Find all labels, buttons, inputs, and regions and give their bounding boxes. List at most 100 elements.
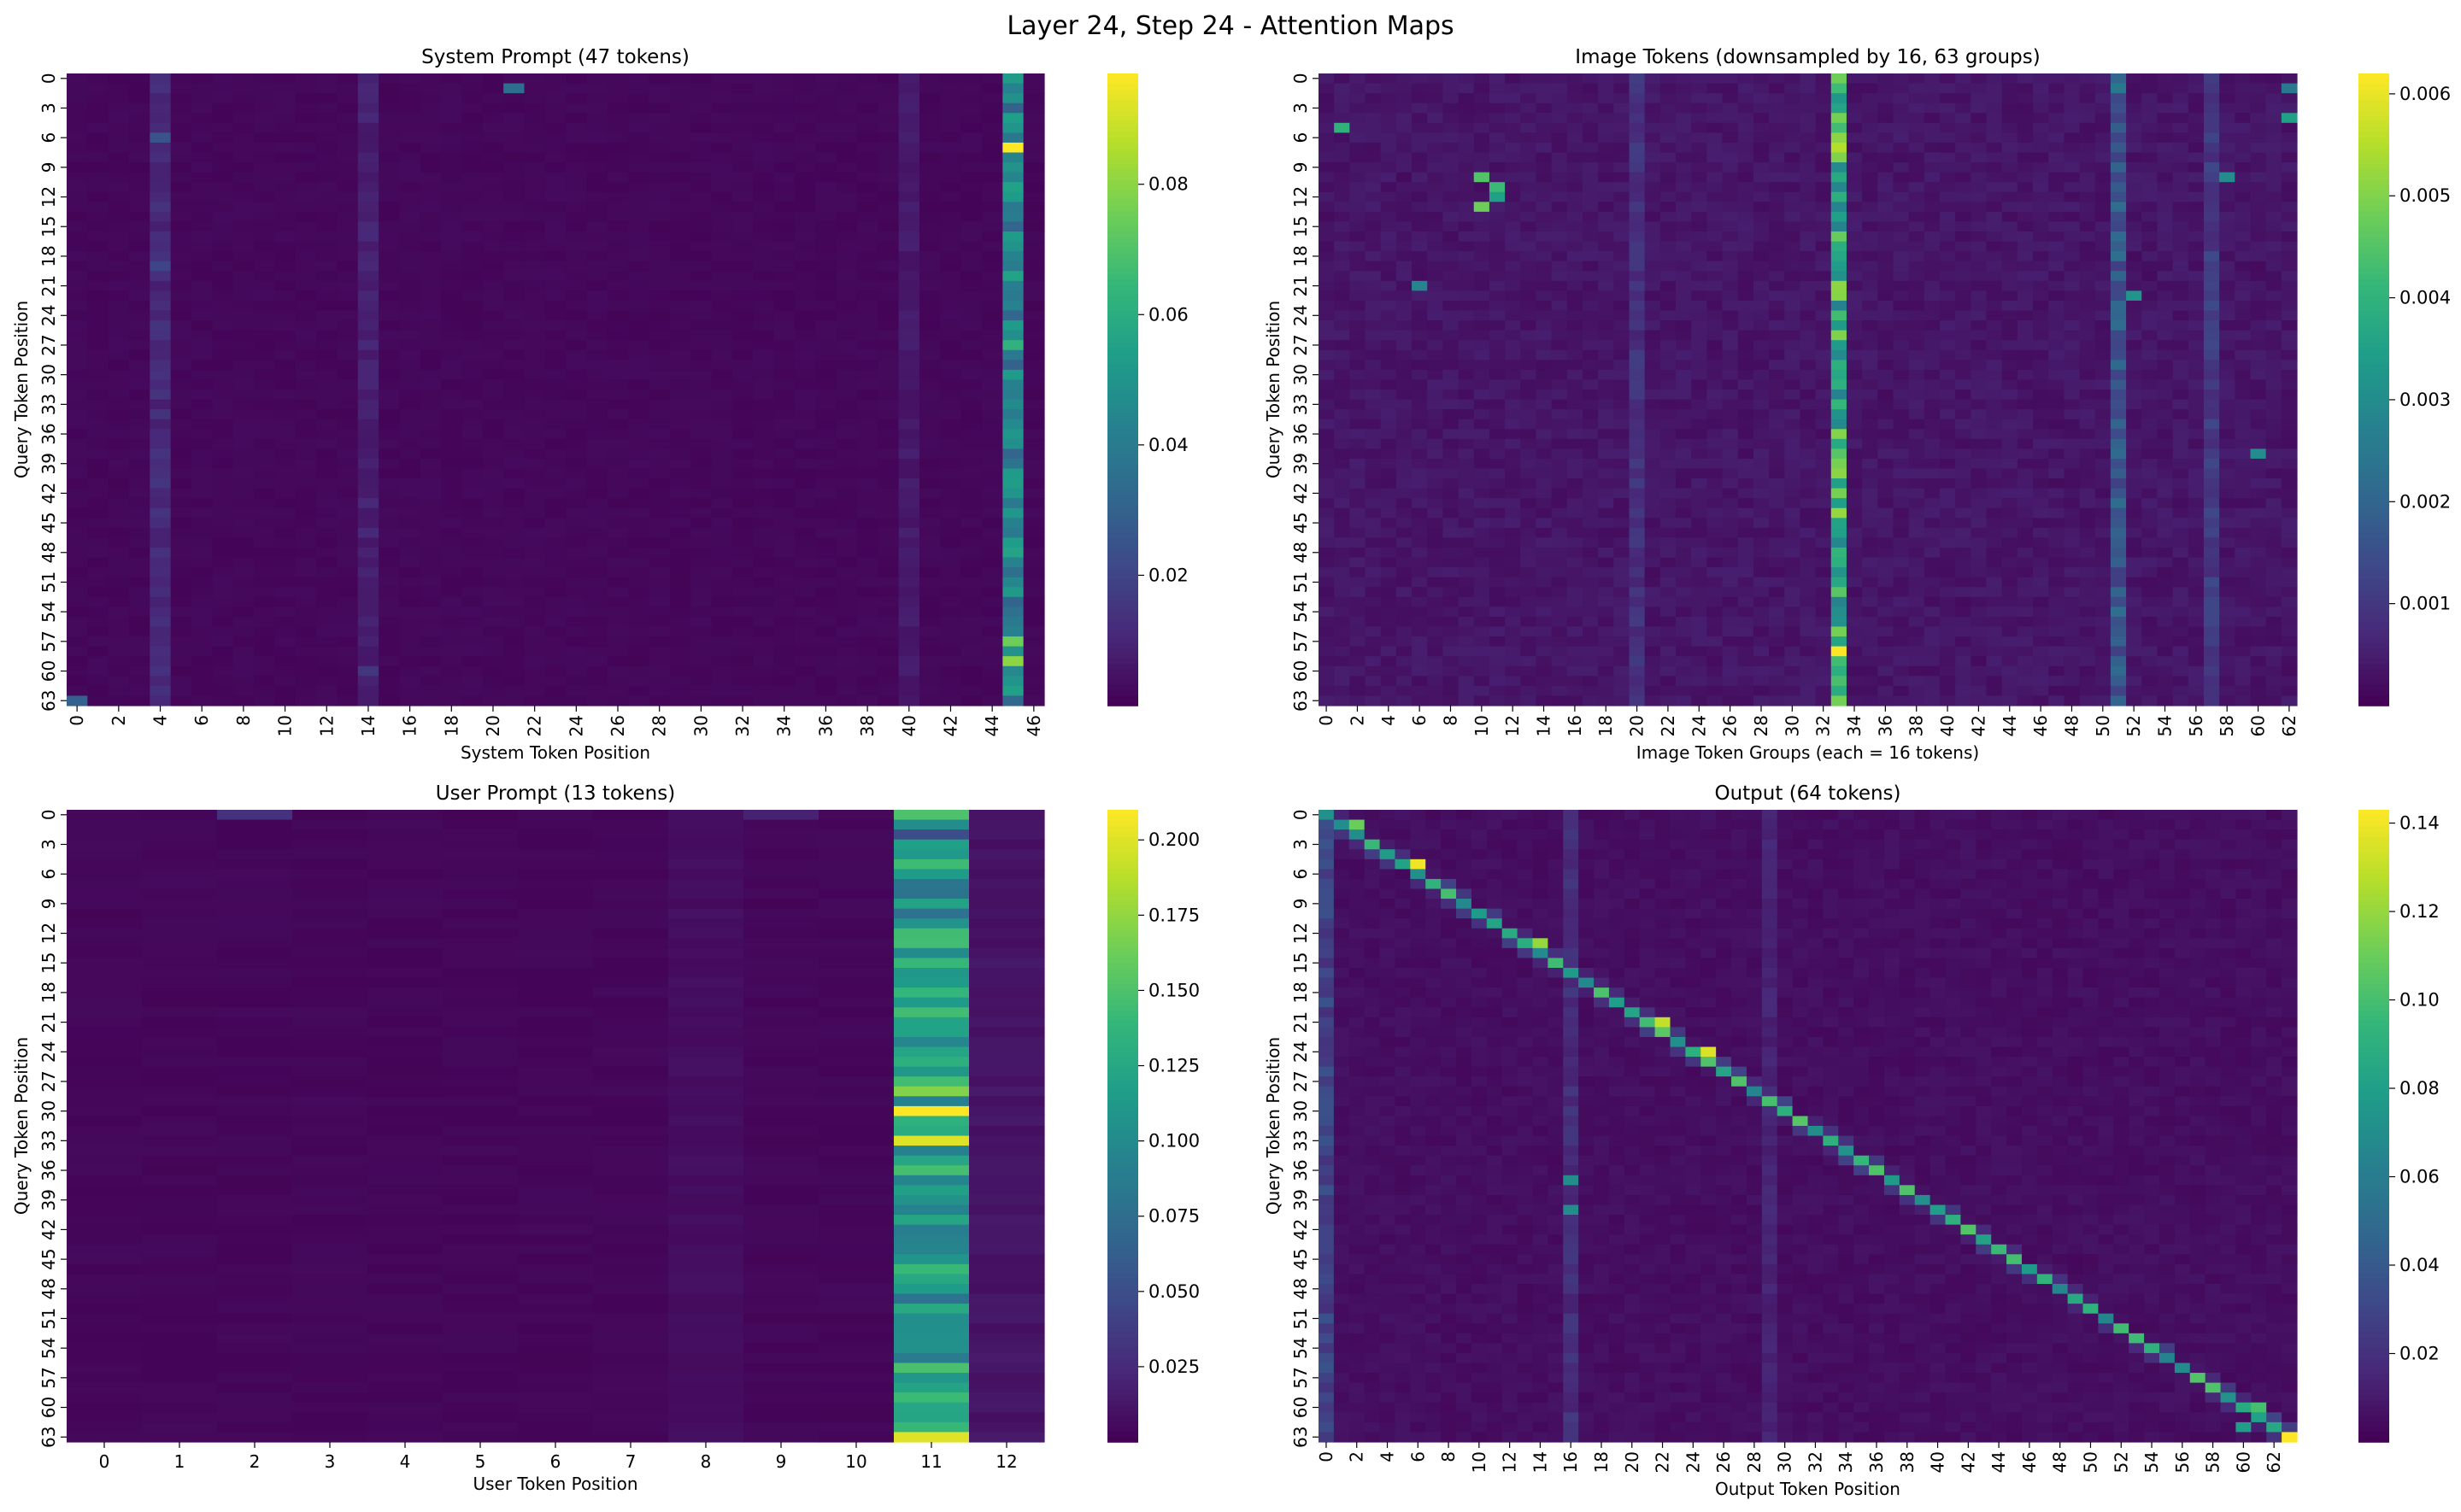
heatmap-cell [586,182,608,193]
heatmap-cell [191,498,213,509]
heatmap-cell [357,73,379,85]
heatmap-cell [212,399,234,410]
heatmap-cell [586,537,608,548]
heatmap-cell [1365,211,1382,223]
heatmap-cell [690,438,713,449]
heatmap-cell [981,310,1003,321]
heatmap-cell [232,429,255,440]
heatmap-cell [274,695,297,706]
heatmap-cell [232,636,255,648]
heatmap-cell [67,182,88,193]
heatmap-cell [815,676,837,687]
heatmap-cell [753,251,775,262]
heatmap-cell [2126,261,2142,272]
heatmap-cell [1520,310,1537,321]
heatmap-cell [669,685,691,697]
heatmap-cell [2048,330,2065,341]
heatmap-cell [919,567,941,578]
heatmap-cell [856,527,878,539]
heatmap-cell [337,478,359,489]
heatmap-cell [503,587,526,598]
heatmap-cell [1877,251,1894,262]
heatmap-cell [1939,83,1956,94]
heatmap-cell [1023,537,1045,548]
heatmap-cell [170,548,192,559]
heatmap-cell [1613,73,1630,85]
heatmap-cell [856,577,878,588]
heatmap-cell [628,458,650,470]
heatmap-cell [254,636,275,648]
heatmap-cell [2172,103,2189,114]
heatmap-cell [1442,142,1460,154]
heatmap-cell [981,83,1003,94]
heatmap-cell [1986,300,2003,312]
heatmap-cell [2250,182,2267,193]
heatmap-cell [2033,152,2049,163]
heatmap-cell [1319,73,1335,85]
heatmap-cell [898,379,920,390]
heatmap-cell [1893,330,1910,341]
heatmap-cell [940,507,962,519]
heatmap-cell [1659,202,1677,213]
heatmap-cell [1659,290,1677,302]
heatmap-cell [87,280,109,291]
heatmap-cell [586,390,608,401]
heatmap-cell [628,320,650,331]
heatmap-cell [87,172,109,183]
heatmap-cell [1002,419,1025,430]
heatmap-cell [1862,251,1878,262]
heatmap-cell [295,191,317,202]
heatmap-cell [544,103,567,114]
heatmap-cell [316,320,338,331]
heatmap-cell [379,665,401,677]
heatmap-cell [191,113,213,124]
heatmap-cell [482,438,504,449]
heatmap-cell [150,103,172,114]
heatmap-cell [1582,290,1599,302]
colorbar-segment [1107,200,1138,206]
heatmap-cell [1349,340,1366,351]
heatmap-cell [232,280,255,291]
heatmap-cell [1551,290,1568,302]
heatmap-cell [2110,83,2127,94]
heatmap-cell [1691,202,1707,213]
heatmap-cell [1551,122,1568,133]
heatmap-cell [2079,113,2096,124]
heatmap-cell [2048,310,2065,321]
heatmap-cell [482,646,504,657]
heatmap-cell [1536,93,1553,104]
heatmap-cell [1002,656,1025,667]
heatmap-cell [1800,162,1817,173]
heatmap-cell [1924,162,1941,173]
heatmap-cell [2235,340,2252,351]
heatmap-cell [67,676,88,687]
heatmap-cell [1784,162,1801,173]
heatmap-cell [2235,231,2252,243]
heatmap-cell [1582,231,1599,243]
heatmap-cell [441,468,463,479]
heatmap-cell [503,172,526,183]
heatmap-cell [1334,241,1350,252]
heatmap-cell [274,537,297,548]
heatmap-cell [566,93,588,104]
heatmap-cell [2157,202,2174,213]
heatmap-cell [2235,271,2252,282]
heatmap-cell [1380,113,1397,124]
heatmap-cell [1676,172,1692,183]
heatmap-cell [773,685,796,697]
heatmap-cell [399,182,421,193]
heatmap-cell [1566,231,1583,243]
heatmap-cell [357,182,379,193]
heatmap-cell [129,221,150,232]
heatmap-cell [2126,271,2142,282]
heatmap-cell [170,636,192,648]
heatmap-cell [1473,330,1490,341]
heatmap-cell [1551,231,1568,243]
heatmap-cell [878,103,900,114]
heatmap-cell [2048,113,2065,124]
heatmap-cell [773,458,796,470]
heatmap-cell [420,646,442,657]
heatmap-cell [1505,290,1521,302]
heatmap-cell [1644,142,1661,154]
heatmap-cell [1395,172,1413,183]
